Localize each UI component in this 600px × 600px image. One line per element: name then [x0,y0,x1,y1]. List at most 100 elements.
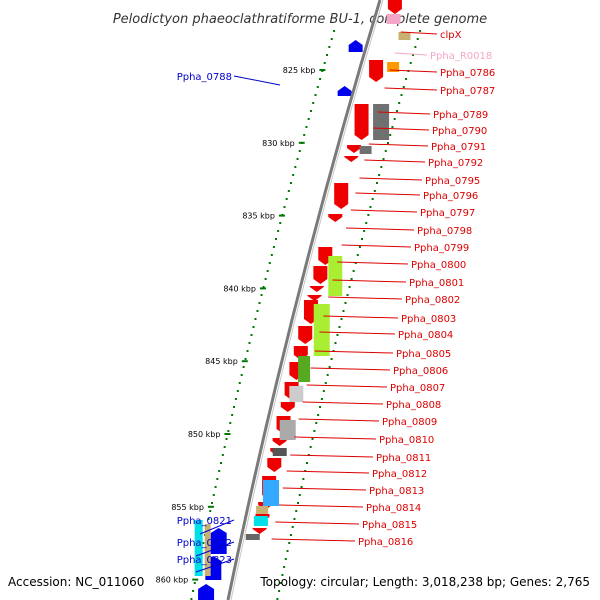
reverse-cds-0788b[interactable] [337,86,352,96]
gene-label-right[interactable]: Ppha_0799 [414,243,469,254]
feature-box[interactable] [263,480,280,506]
gene-label-right[interactable]: Ppha_0816 [358,537,413,548]
gene-label-right[interactable]: Ppha_0810 [379,435,434,446]
forward-cds-12[interactable] [298,326,313,344]
gene-label-right[interactable]: Ppha_0811 [376,453,431,464]
reverse-cds-0788a[interactable] [348,40,363,52]
gene-label-right[interactable]: Ppha_0792 [428,158,483,169]
feature-box[interactable] [313,304,330,356]
gene-label-right[interactable]: Ppha_0798 [417,226,472,237]
forward-cds-4[interactable] [344,156,359,162]
outer-dot [227,430,230,432]
feature-track[interactable] [194,0,411,600]
gene-labels[interactable]: clpX Ppha_R0018 Ppha_0786 Ppha_0787 Ppha_078… [177,30,496,566]
forward-cds-16[interactable] [280,402,295,412]
feature-box[interactable] [359,146,372,154]
gene-label-right[interactable]: Ppha_0814 [366,503,421,514]
gene-label-right[interactable]: Ppha_0812 [372,469,427,480]
gene-label-left[interactable]: Ppha_0821 [177,516,232,527]
gene-label-right[interactable]: Ppha_0807 [390,383,445,394]
feature-box[interactable] [298,356,311,382]
forward-cds-24[interactable] [252,528,267,534]
inner-dot [371,198,374,200]
gene-label-left[interactable]: Ppha_0822 [177,538,232,549]
inner-dot [288,542,291,544]
feature-box[interactable] [256,506,269,514]
outer-dot [328,46,331,48]
coordinate-dots [190,30,422,600]
gene-label-right[interactable]: Ppha_0803 [401,314,456,325]
gene-label-right[interactable]: Ppha_0797 [420,208,475,219]
inner-dot [402,86,405,88]
inner-dot [414,46,417,48]
feature-box[interactable] [279,420,296,440]
gene-label-right[interactable]: Ppha_0791 [431,142,486,153]
inner-dot [350,278,353,280]
reverse-feature-box[interactable] [204,524,211,576]
inner-dot [328,366,331,368]
gene-label-right[interactable]: Ppha_0805 [396,349,451,360]
gene-label-right[interactable]: Ppha_0808 [386,400,441,411]
inner-dot [281,574,284,576]
forward-cds-2[interactable] [354,104,369,140]
label-connector [282,487,367,491]
gene-label-right[interactable]: Ppha_0813 [369,486,424,497]
reverse-feature-box[interactable] [194,520,203,576]
outer-dot [225,438,228,440]
feature-box[interactable] [328,256,343,296]
inner-dot [367,214,370,216]
feature-box[interactable] [253,516,268,526]
feature-box[interactable] [272,448,287,456]
forward-cds-9[interactable] [309,286,324,292]
inner-dot [386,142,389,144]
label-connector [389,69,438,73]
gene-label-right[interactable]: Ppha_0802 [405,295,460,306]
forward-cds-10[interactable] [307,295,322,301]
forward-cds-20[interactable] [267,458,282,472]
gene-label-right[interactable]: Ppha_0795 [425,176,480,187]
label-connector [384,87,438,91]
gene-label-right[interactable]: Ppha_0796 [423,191,478,202]
forward-cds-5[interactable] [334,183,349,209]
gene-label-right[interactable]: Ppha_0815 [362,520,417,531]
forward-cds-3[interactable] [347,145,362,153]
forward-cds-0[interactable] [387,0,402,14]
reverse-cds-0823[interactable] [198,584,215,600]
gene-label-right[interactable]: Ppha_R0018 [430,51,492,62]
reverse-cds-0821[interactable] [210,528,227,554]
label-connector [400,31,438,35]
gene-label-left[interactable]: Ppha_0823 [177,555,232,566]
gene-label-right[interactable]: Ppha_0789 [433,110,488,121]
rna-feature[interactable] [386,14,401,24]
inner-dot [352,270,355,272]
feature-box[interactable] [373,104,390,140]
label-connector [306,384,388,388]
gene-label-right[interactable]: Ppha_0790 [432,126,487,137]
feature-box[interactable] [289,386,304,402]
inner-dot [286,550,289,552]
inner-dot [405,78,408,80]
label-connector [373,127,430,131]
gene-label-right[interactable]: Ppha_0809 [382,417,437,428]
gene-label-right[interactable]: Ppha_0800 [411,260,466,271]
inner-dot [412,54,415,56]
label-connector [377,111,431,115]
gene-label-right[interactable]: Ppha_0787 [440,86,495,97]
gene-label-right[interactable]: Ppha_0806 [393,366,448,377]
forward-cds-1[interactable] [369,60,384,82]
feature-box[interactable] [245,534,260,540]
inner-dot [400,94,403,96]
gene-label-left[interactable]: Ppha_0788 [177,72,232,83]
label-connector [290,454,374,458]
feature-box[interactable] [387,62,400,72]
inner-dot [326,374,329,376]
gene-label-right[interactable]: clpX [440,30,462,41]
forward-cds-8[interactable] [313,266,328,284]
feature-box[interactable] [398,32,411,40]
gene-label-right[interactable]: Ppha_0801 [409,278,464,289]
gene-label-right[interactable]: Ppha_0804 [398,330,453,341]
map-title: Pelodictyon phaeoclathratiforme BU-1, co… [113,12,487,27]
forward-cds-6[interactable] [328,214,343,222]
gene-label-right[interactable]: Ppha_0786 [440,68,495,79]
